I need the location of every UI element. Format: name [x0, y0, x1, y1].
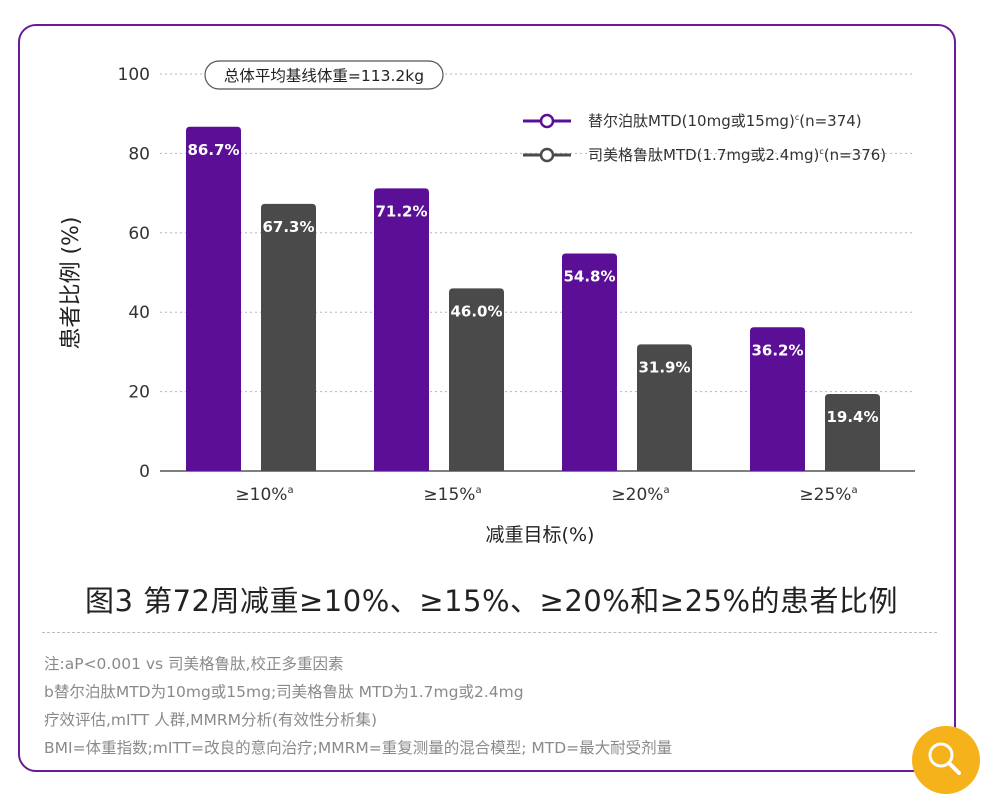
legend-marker [539, 113, 555, 129]
bar [374, 188, 429, 471]
divider [42, 632, 937, 633]
y-tick-label: 60 [128, 224, 150, 244]
legend-marker [539, 147, 555, 163]
y-axis-title: 患者比例 (%) [59, 216, 84, 349]
footnotes: 注:aP<0.001 vs 司美格鲁肽,校正多重因素 b替尔泊肽MTD为10mg… [44, 650, 672, 762]
bar-value-label: 54.8% [563, 267, 615, 285]
search-button[interactable] [912, 726, 980, 794]
bar-value-label: 19.4% [826, 408, 878, 426]
label-layer: 86.7% 67.3% 71.2% 46.0% 54.8% 31.9% 36.2% 19.4% [187, 141, 878, 426]
footnote-line: 疗效评估,mITT 人群,MMRM分析(有效性分析集) [44, 711, 378, 729]
bar [186, 126, 241, 472]
legend: 替尔泊肽MTD(10mg或15mg)c(n=374) 司美格鲁肽MTD(1.7mg… [523, 112, 886, 164]
bar [562, 253, 617, 471]
figure-caption: 图3 第72周减重≥10%、≥15%、≥20%和≥25%的患者比例 [84, 584, 899, 618]
x-tick-superscript: a [287, 485, 293, 496]
bar-chart: 0 20 40 60 80 100 ≥10%a ≥15%a ≥20%a ≥25%a 86.7% 67… [59, 60, 915, 546]
x-tick-superscript: a [851, 485, 857, 496]
y-tick-label: 80 [128, 144, 150, 164]
footnote-line: BMI=体重指数;mITT=改良的意向治疗;MMRM=重复测量的混合模型; MT… [44, 739, 673, 757]
legend-label: 司美格鲁肽MTD(1.7mg或2.4mg)c(n=376) [588, 146, 886, 164]
bar [750, 327, 805, 471]
x-tick-superscript: a [663, 485, 669, 496]
legend-label: 替尔泊肽MTD(10mg或15mg)c(n=374) [588, 112, 862, 130]
bar [637, 344, 692, 471]
legend-superscript: c [819, 147, 823, 156]
annotation-box [204, 60, 444, 90]
footnote-line: 注:aP<0.001 vs 司美格鲁肽,校正多重因素 [44, 655, 344, 673]
bar-value-label: 46.0% [450, 302, 502, 320]
bar-value-label: 86.7% [187, 141, 239, 159]
y-tick-label: 0 [139, 462, 150, 482]
legend-superscript: c [795, 113, 799, 122]
bar-value-label: 36.2% [751, 341, 803, 359]
axis-layer: 0 20 40 60 80 100 ≥10%a ≥15%a ≥20%a ≥25%a [118, 65, 915, 505]
x-tick-label: ≥25%a [799, 485, 857, 505]
x-axis-title: 减重目标(%) [486, 524, 595, 546]
bar-value-label: 71.2% [375, 202, 427, 220]
bar [825, 393, 880, 471]
x-tick-label: ≥20%a [611, 485, 669, 505]
legend-suffix: (n=376) [824, 146, 886, 164]
bar-layer [186, 126, 880, 472]
y-tick-label: 100 [118, 65, 150, 85]
search-icon [928, 742, 961, 775]
x-tick-superscript: a [475, 485, 481, 496]
annotation-text: 总体平均基线体重=113.2kg [224, 67, 424, 85]
bar [261, 203, 316, 471]
legend-suffix: (n=374) [799, 112, 861, 130]
bar-value-label: 67.3% [262, 218, 314, 236]
footnote-line: b替尔泊肽MTD为10mg或15mg;司美格鲁肽 MTD为1.7mg或2.4mg [44, 683, 524, 701]
bar [449, 288, 504, 471]
y-tick-label: 40 [128, 303, 150, 323]
x-tick-label: ≥15%a [423, 485, 481, 505]
x-tick-label: ≥10%a [235, 485, 293, 505]
annotation: 总体平均基线体重=113.2kg [204, 60, 444, 90]
y-tick-label: 20 [128, 383, 150, 403]
bar-value-label: 31.9% [638, 358, 690, 376]
